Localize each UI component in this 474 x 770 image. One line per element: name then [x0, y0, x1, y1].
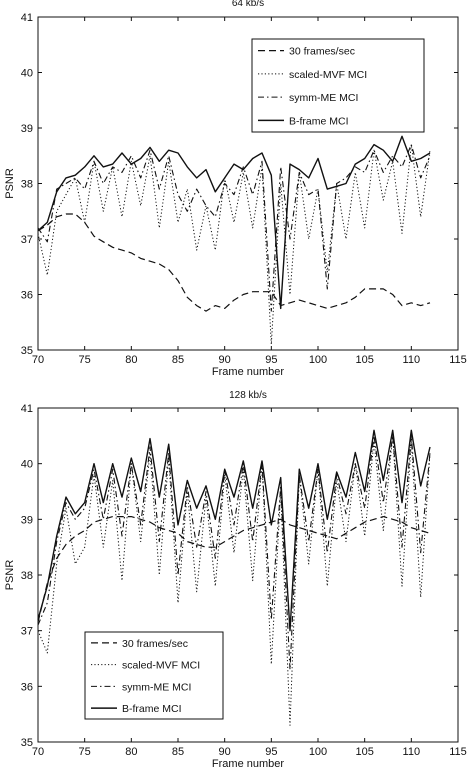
y-tick-label: 39: [21, 123, 33, 135]
y-tick-label: 40: [21, 459, 33, 471]
chart-title: 64 kb/s: [232, 0, 264, 9]
x-tick-label: 100: [309, 354, 327, 366]
series-line-2: [37, 435, 431, 726]
x-tick-label: 90: [219, 354, 231, 366]
chart-2: 128 kb/s 70 75 80 85 90 95 100 105 110 115 35 36 37 38…: [4, 390, 467, 770]
x-tick-label: 70: [32, 354, 44, 366]
legend-box: [84, 631, 224, 720]
legend-label: B-frame MCI: [289, 115, 349, 127]
y-tick-label: 41: [21, 12, 33, 24]
legend-label: symm-ME MCI: [289, 92, 358, 104]
x-tick-label: 110: [403, 746, 421, 758]
series-line-3: [37, 435, 431, 671]
series-line-2: [37, 144, 431, 345]
x-axis-label: Frame number: [212, 366, 284, 378]
x-tick-label: 95: [265, 354, 277, 366]
y-tick-label: 39: [21, 514, 33, 526]
y-tick-label: 38: [21, 179, 33, 191]
x-tick-label: 105: [355, 746, 373, 758]
legend-label: scaled-MVF MCI: [122, 660, 200, 672]
legend-label: B-frame MCI: [122, 703, 182, 715]
y-tick-label: 40: [21, 68, 33, 80]
y-tick-label: 41: [21, 403, 33, 415]
y-tick-label: 35: [21, 737, 33, 749]
series-line-1: [37, 515, 431, 623]
x-tick-label: 100: [309, 746, 327, 758]
y-axis-label: PSNR: [4, 168, 16, 199]
x-tick-label: 115: [449, 746, 467, 758]
series-line-4: [37, 135, 431, 310]
legend-label: 30 frames/sec: [289, 46, 355, 58]
series-line-1: [37, 213, 431, 312]
x-tick-label: 85: [172, 746, 184, 758]
series-line-4: [37, 429, 431, 632]
legend: 30 frames/sec scaled-MVF MCI symm-ME MCI B-…: [251, 38, 425, 133]
y-tick-label: 37: [21, 234, 33, 246]
legend: 30 frames/sec scaled-MVF MCI symm-ME MCI B-…: [84, 631, 224, 720]
legend-label: 30 frames/sec: [122, 638, 188, 650]
x-tick-label: 75: [79, 354, 91, 366]
y-tick-label: 38: [21, 570, 33, 582]
x-tick-label: 85: [172, 354, 184, 366]
y-axis-label: PSNR: [4, 560, 16, 591]
y-tick-label: 37: [21, 626, 33, 638]
y-tick-label: 35: [21, 345, 33, 357]
x-tick-label: 105: [355, 354, 373, 366]
legend-label: symm-ME MCI: [122, 681, 191, 693]
x-tick-label: 80: [125, 354, 137, 366]
x-axis-label: Frame number: [212, 758, 284, 770]
x-tick-label: 95: [265, 746, 277, 758]
series-line-3: [37, 144, 431, 312]
chart-title: 128 kb/s: [229, 390, 267, 401]
x-tick-label: 75: [79, 746, 91, 758]
y-tick-label: 36: [21, 681, 33, 693]
legend-box: [251, 38, 425, 133]
x-tick-label: 110: [403, 354, 421, 366]
legend-label: scaled-MVF MCI: [289, 69, 367, 81]
chart-1: 64 kb/s 70 75 80 85 90 95 100 105 110 115 35 36 37 38 3…: [4, 0, 467, 378]
x-tick-label: 115: [449, 354, 467, 366]
x-tick-label: 90: [219, 746, 231, 758]
x-tick-label: 70: [32, 746, 44, 758]
y-tick-label: 36: [21, 290, 33, 302]
x-tick-label: 80: [125, 746, 137, 758]
